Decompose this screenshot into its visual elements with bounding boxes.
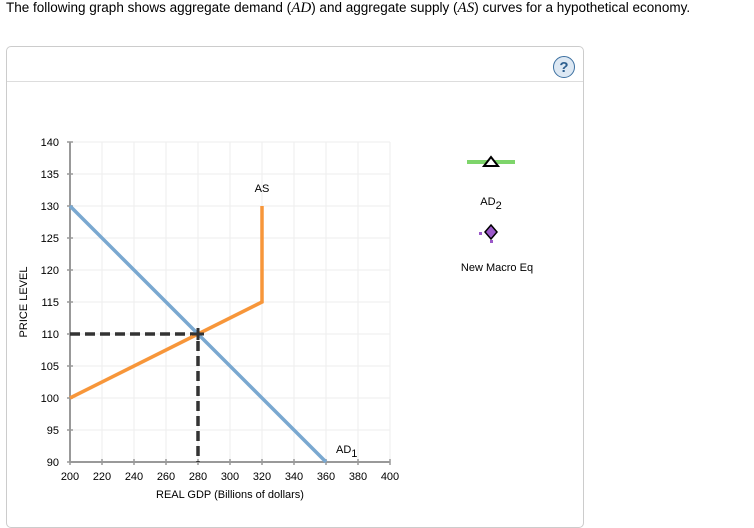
- grid-lines: [69, 141, 391, 463]
- y-tick-label: 95: [47, 425, 59, 437]
- panel-header: ?: [7, 47, 583, 82]
- x-tick-label: 340: [285, 471, 303, 483]
- axis-labels: 200 220 240 260 280 300 320 340 360 380 400 90 95 100…: [18, 137, 399, 501]
- x-tick-label: 300: [221, 471, 239, 483]
- y-tick-label: 110: [41, 329, 59, 341]
- y-tick-label: 105: [41, 361, 59, 373]
- x-tick-label: 380: [349, 471, 367, 483]
- y-tick-label: 115: [41, 297, 59, 309]
- x-tick-label: 200: [61, 471, 79, 483]
- y-tick-label: 90: [47, 457, 59, 469]
- y-axis-title: PRICE LEVEL: [18, 267, 30, 338]
- question-prompt: The following graph shows aggregate dema…: [6, 0, 691, 16]
- legend-new-macro-eq-tool[interactable]: New Macro Eq: [461, 223, 533, 274]
- ad-as-chart: 200 220 240 260 280 300 320 340 360 380 400 90 95 100…: [18, 137, 533, 501]
- legend-ad2-label: AD2: [480, 196, 501, 212]
- curves: [68, 204, 328, 464]
- y-tick-label: 130: [41, 201, 59, 213]
- diamond-icon: [484, 223, 498, 241]
- legend[interactable]: AD2 New Macro Eq: [461, 155, 533, 274]
- legend-ad2-tool[interactable]: AD2: [467, 155, 515, 212]
- legend-new-macro-eq-label: New Macro Eq: [461, 262, 533, 274]
- x-tick-label: 400: [381, 471, 399, 483]
- equilibrium-marker[interactable]: [192, 328, 204, 340]
- triangle-icon: [481, 155, 501, 167]
- x-axis-title: REAL GDP (Billions of dollars): [156, 489, 304, 501]
- help-icon[interactable]: ?: [553, 56, 575, 78]
- y-tick-label: 135: [41, 169, 59, 181]
- as-label: AS: [255, 183, 270, 195]
- y-tick-label: 120: [41, 265, 59, 277]
- x-tick-label: 280: [189, 471, 207, 483]
- x-tick-label: 240: [125, 471, 143, 483]
- x-tick-label: 360: [317, 471, 335, 483]
- ad1-label: AD1: [336, 444, 357, 460]
- y-tick-label: 125: [41, 233, 59, 245]
- y-tick-label: 100: [41, 393, 59, 405]
- as-curve[interactable]: [69, 206, 264, 400]
- x-tick-label: 220: [93, 471, 111, 483]
- x-tick-label: 260: [157, 471, 175, 483]
- axes: [67, 141, 391, 465]
- y-tick-label: 140: [41, 137, 59, 149]
- x-tick-label: 320: [253, 471, 271, 483]
